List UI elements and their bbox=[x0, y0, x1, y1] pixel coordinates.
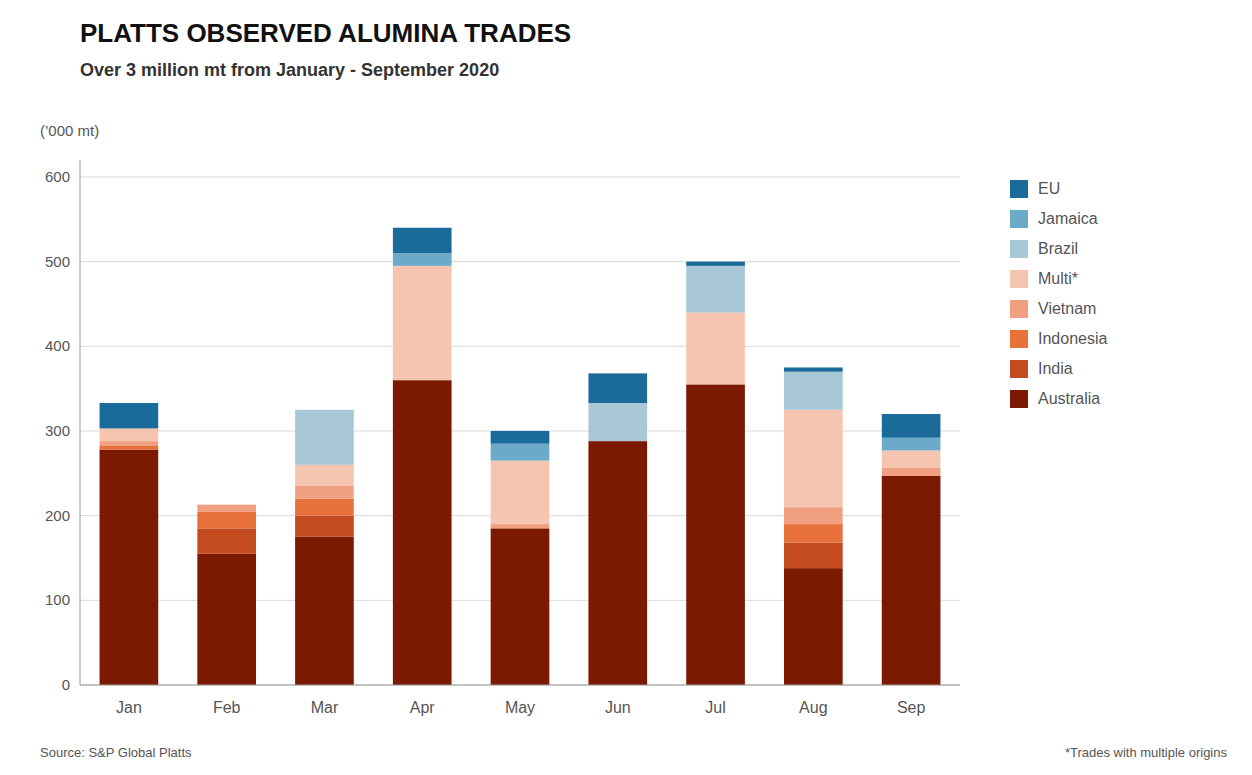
bar-segment bbox=[491, 461, 550, 525]
grid-line bbox=[80, 261, 960, 262]
y-tick-label: 600 bbox=[45, 168, 70, 185]
bar-segment bbox=[295, 465, 354, 486]
grid-line bbox=[80, 685, 960, 686]
bar-segment bbox=[882, 450, 941, 467]
bar-segment bbox=[100, 445, 159, 449]
bar-segment bbox=[686, 312, 745, 384]
y-axis-line bbox=[80, 160, 81, 685]
bar-segment bbox=[295, 486, 354, 499]
bar-segment bbox=[197, 504, 256, 505]
subtitle: Over 3 million mt from January - Septemb… bbox=[80, 60, 499, 80]
legend-label: Brazil bbox=[1038, 240, 1078, 257]
x-tick-label: Apr bbox=[410, 699, 436, 716]
bar-segment bbox=[197, 511, 256, 528]
x-tick-label: Aug bbox=[799, 699, 827, 716]
annotation: Source: S&P Global Platts bbox=[40, 745, 192, 760]
x-tick-label: Mar bbox=[311, 699, 339, 716]
bar-segment bbox=[588, 403, 647, 441]
bar-segment bbox=[197, 504, 256, 505]
legend-label: Jamaica bbox=[1038, 210, 1098, 227]
legend-swatch bbox=[1010, 240, 1028, 258]
y-tick-label: 400 bbox=[45, 337, 70, 354]
legend-label: Indonesia bbox=[1038, 330, 1107, 347]
bar-segment bbox=[491, 524, 550, 528]
bar-segment bbox=[295, 410, 354, 465]
bar-segment bbox=[491, 528, 550, 685]
y-tick-label: 200 bbox=[45, 507, 70, 524]
chart: PLATTS OBSERVED ALUMINA TRADES Over 3 mil… bbox=[0, 0, 1252, 775]
bar-segment bbox=[784, 568, 843, 685]
bar-segment bbox=[100, 450, 159, 685]
bar-segment bbox=[393, 228, 452, 253]
x-tick-label: Jul bbox=[705, 699, 725, 716]
grid-line bbox=[80, 346, 960, 347]
bar-segment bbox=[882, 438, 941, 451]
y-tick-label: 100 bbox=[45, 591, 70, 608]
bar-segment bbox=[882, 414, 941, 438]
bar-segment bbox=[295, 409, 354, 410]
legend-swatch bbox=[1010, 270, 1028, 288]
y-tick-label: 500 bbox=[45, 253, 70, 270]
legend-label: Australia bbox=[1038, 390, 1100, 407]
bar-segment bbox=[295, 537, 354, 685]
bar-segment bbox=[491, 444, 550, 461]
x-tick-label: Jun bbox=[605, 699, 631, 716]
bar-segment bbox=[784, 372, 843, 410]
legend-swatch bbox=[1010, 300, 1028, 318]
bar-segment bbox=[784, 367, 843, 371]
x-tick-label: Feb bbox=[213, 699, 241, 716]
bar-segment bbox=[393, 266, 452, 380]
bars bbox=[100, 228, 941, 685]
bar-segment bbox=[197, 504, 256, 505]
bar-segment bbox=[197, 554, 256, 685]
x-axis-line bbox=[80, 685, 960, 686]
bar-segment bbox=[784, 524, 843, 543]
bar-segment bbox=[197, 504, 256, 505]
bar-segment bbox=[686, 262, 745, 266]
bar-segment bbox=[197, 528, 256, 553]
bar-segment bbox=[784, 507, 843, 524]
bar-segment bbox=[100, 403, 159, 428]
annotation: *Trades with multiple origins bbox=[1065, 745, 1228, 760]
bar-segment bbox=[784, 410, 843, 507]
bar-segment bbox=[588, 373, 647, 403]
bar-segment bbox=[197, 505, 256, 512]
bar-segment bbox=[491, 431, 550, 444]
x-tick-label: May bbox=[505, 699, 535, 716]
legend-label: EU bbox=[1038, 180, 1060, 197]
y-tick-label: 300 bbox=[45, 422, 70, 439]
bar-segment bbox=[393, 253, 452, 266]
legend-swatch bbox=[1010, 180, 1028, 198]
legend-label: Multi* bbox=[1038, 270, 1078, 287]
legend-label: Vietnam bbox=[1038, 300, 1096, 317]
bar-segment bbox=[882, 476, 941, 685]
bar-segment bbox=[686, 266, 745, 313]
bar-segment bbox=[100, 428, 159, 441]
y-axis-label: (’000 mt) bbox=[40, 122, 99, 139]
bar-segment bbox=[588, 441, 647, 685]
bar-segment bbox=[100, 441, 159, 445]
legend-swatch bbox=[1010, 330, 1028, 348]
bar-segment bbox=[882, 467, 941, 475]
title: PLATTS OBSERVED ALUMINA TRADES bbox=[80, 18, 571, 48]
grid bbox=[80, 177, 960, 685]
legend: EU Jamaica Brazil Multi* Vietnam Indonesia Ind… bbox=[1010, 180, 1107, 408]
x-tick-label: Sep bbox=[897, 699, 926, 716]
bar-segment bbox=[295, 516, 354, 537]
bar-segment bbox=[784, 543, 843, 568]
legend-swatch bbox=[1010, 210, 1028, 228]
bar-segment bbox=[295, 409, 354, 410]
y-tick-label: 0 bbox=[62, 676, 70, 693]
x-tick-label: Jan bbox=[116, 699, 142, 716]
legend-swatch bbox=[1010, 360, 1028, 378]
legend-label: India bbox=[1038, 360, 1073, 377]
bar-segment bbox=[686, 384, 745, 685]
grid-line bbox=[80, 176, 960, 177]
bar-segment bbox=[295, 499, 354, 516]
bar-segment bbox=[393, 380, 452, 685]
legend-swatch bbox=[1010, 390, 1028, 408]
